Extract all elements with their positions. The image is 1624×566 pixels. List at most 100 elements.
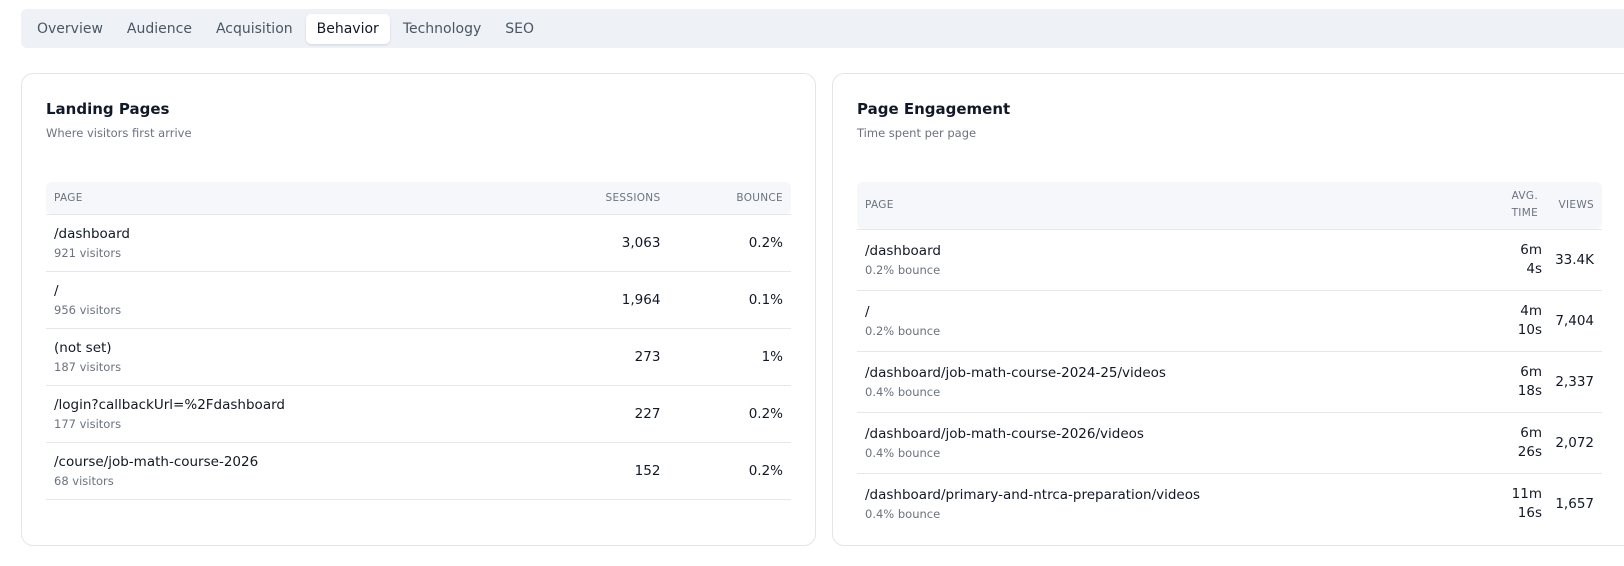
views: 7,404 [1555,312,1594,329]
table-scroll: PAGE AVG. TIME VIEWS/dashboard 0.2% bounce 6… [857,182,1602,542]
views: 2,337 [1555,373,1594,390]
column-header-text: AVG. TIME [1511,190,1538,220]
page-cell: /dashboard/primary-and-ntrca-preparation… [857,472,1461,534]
views-cell: 33.4K [1546,228,1602,290]
page-cell: (not set) 187 visitors [46,327,530,385]
sessions: 1,964 [621,291,661,308]
tab[interactable]: Acquisition [215,20,293,37]
table-row: /login [46,498,791,513]
tab[interactable]: Technology [402,20,482,37]
avg-time: 4m 10s [1517,302,1542,338]
table-row: /dashboard/job-math-course-2026/videos 0.… [857,411,1602,473]
bounce: 0.2% bounce [865,262,941,277]
page-path: / [54,282,59,299]
bounce: 1% [761,348,783,365]
tab[interactable]: SEO [505,20,534,37]
sessions-cell: 152 [529,441,669,499]
visitors: 177 visitors [54,416,122,431]
tab[interactable]: Behavior [305,13,390,44]
avg-time: 6m 26s [1517,424,1542,460]
avg-time: 11m 16s [1511,485,1542,521]
bounce: 0.2% [748,405,783,422]
views-cell: 1,657 [1546,472,1602,534]
tab-bar: Overview Audience Acquisition Behavior Techn… [21,9,1624,48]
sessions: 3,063 [621,234,661,251]
visitors: 956 visitors [54,302,122,317]
page-cell: /course/job-math-course-2026 68 visitors [46,441,530,499]
bounce: 0.2% bounce [865,323,941,338]
table-row: / 956 visitors 1,964 0.1% [46,270,791,328]
visitors: 187 visitors [54,359,122,374]
sessions-cell: 273 [529,327,669,385]
bounce-cell: 0.2% [668,384,791,442]
bounce: 0.4% bounce [865,506,941,521]
column-header: SESSIONS [529,182,669,214]
sessions-cell: 3,063 [529,213,669,271]
views: 33.4K [1555,251,1594,268]
avg-time-cell: 4m 10s [1460,289,1546,351]
bounce: 0.2% [748,234,783,251]
sessions-cell: 1,964 [529,270,669,328]
sessions: 273 [634,348,661,365]
avg-time-cell: 6m 4s [1460,228,1546,290]
engagement-table: PAGE AVG. TIME VIEWS/dashboard 0.2% bounce 6… [857,182,1602,534]
sessions-cell [529,498,669,513]
page-path: (not set) [54,339,112,356]
column-header: VIEWS [1546,182,1602,229]
column-header: PAGE [857,182,1461,229]
bounce: 0.4% bounce [865,445,941,460]
column-header: AVG. TIME [1460,182,1546,229]
sessions-cell: 227 [529,384,669,442]
table-row: /dashboard 921 visitors 3,063 0.2% [46,213,791,271]
visitors: 68 visitors [54,473,114,488]
avg-time: 6m 4s [1520,241,1542,277]
avg-time: 6m 18s [1517,363,1542,399]
page-path: /dashboard/job-math-course-2026/videos [865,425,1144,442]
views: 1,657 [1555,495,1594,512]
avg-time-cell: 11m 16s [1460,472,1546,534]
views: 2,072 [1555,434,1594,451]
page-cell: / 0.2% bounce [857,289,1461,351]
views-cell: 7,404 [1546,289,1602,351]
page-cell: /dashboard 921 visitors [46,213,530,271]
header-row: PAGE SESSIONS BOUNCE [46,182,791,214]
page-cell: / 956 visitors [46,270,530,328]
table-row: /course/job-math-course-2026 68 visitors 1… [46,441,791,499]
page-path: /dashboard/primary-and-ntrca-preparation… [865,486,1201,503]
table-row: / 0.2% bounce 4m 10s 7,404 [857,289,1602,351]
bounce: 0.4% bounce [865,384,941,399]
bounce: 0.1% [748,291,783,308]
bounce-cell [668,498,791,513]
page-path: /dashboard/job-math-course-2024-25/video… [865,364,1166,381]
views-cell: 2,072 [1546,411,1602,473]
page-path: /dashboard [865,242,941,259]
column-header: BOUNCE [668,182,791,214]
column-header-text: VIEWS [1558,199,1594,212]
visitors: 921 visitors [54,245,122,260]
table-row: (not set) 187 visitors 273 1% [46,327,791,385]
page-cell: /dashboard 0.2% bounce [857,228,1461,290]
bounce: 0.2% [748,462,783,479]
page-cell: /dashboard/job-math-course-2024-25/video… [857,350,1461,412]
page-path: /login?callbackUrl=%2Fdashboard [54,396,285,413]
column-header: PAGE [46,182,530,214]
bounce-cell: 0.2% [668,213,791,271]
tab[interactable]: Overview [37,20,103,37]
page-path: /dashboard [54,225,130,242]
table-row: /dashboard/primary-and-ntrca-preparation… [857,472,1602,534]
sessions: 227 [634,405,661,422]
card-title: Landing Pages [46,100,170,118]
bounce-cell: 0.2% [668,441,791,499]
bounce-cell: 0.1% [668,270,791,328]
card-title: Page Engagement [857,100,1011,118]
page-path: /course/job-math-course-2026 [54,453,259,470]
page-cell: /login [46,498,530,513]
page-cell: /login?callbackUrl=%2Fdashboard 177 visit… [46,384,530,442]
landing-table: PAGE SESSIONS BOUNCE/dashboard 921 visitors… [46,182,791,513]
card-subtitle: Where visitors first arrive [46,126,192,140]
table-row: /login?callbackUrl=%2Fdashboard 177 visit… [46,384,791,442]
views-cell: 2,337 [1546,350,1602,412]
tab[interactable]: Audience [126,20,192,37]
page-engagement-card: Page Engagement Time spent per page PAGE… [832,73,1624,546]
